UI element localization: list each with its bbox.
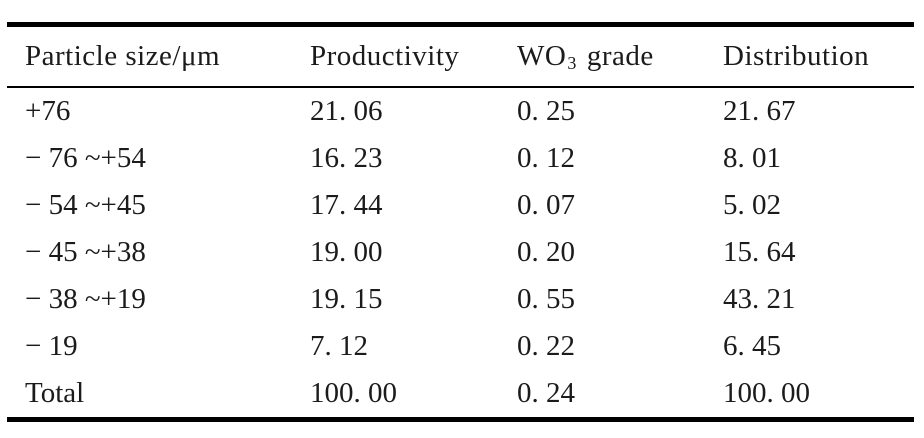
table-cell-size: − 38 ~+19 <box>25 283 146 315</box>
table-cell-productivity: 17. 44 <box>310 189 383 221</box>
table-cell-size: − 19 <box>25 330 78 362</box>
table-cell-distribution: 5. 02 <box>723 189 781 221</box>
table-cell-distribution: 43. 21 <box>723 283 796 315</box>
table-cell-size: − 45 ~+38 <box>25 236 146 268</box>
table-cell-grade: 0. 22 <box>517 330 575 362</box>
header-cell-productivity: Productivity <box>310 40 460 72</box>
table-cell-productivity: 16. 23 <box>310 142 383 174</box>
table-row: − 38 ~+19 19. 15 0. 55 43. 21 <box>7 276 914 323</box>
header-cell-particle-size: Particle size/μm <box>25 40 221 72</box>
wo3-base: WO <box>517 40 567 72</box>
wo3-grade-label: grade <box>586 40 654 72</box>
table-row: − 19 7. 12 0. 22 6. 45 <box>7 323 914 370</box>
header-cell-wo3-grade: WO3 grade <box>517 40 723 74</box>
table-cell-productivity: 7. 12 <box>310 330 368 362</box>
table-cell-grade: 0. 25 <box>517 95 575 127</box>
table-row: − 54 ~+45 17. 44 0. 07 5. 02 <box>7 182 914 229</box>
table-cell-grade: 0. 12 <box>517 142 575 174</box>
table-cell-distribution: 21. 67 <box>723 95 796 127</box>
table-cell-distribution: 100. 00 <box>723 377 810 409</box>
table-cell-grade: 0. 55 <box>517 283 575 315</box>
table-cell-grade: 0. 24 <box>517 377 575 409</box>
table-cell-productivity: 21. 06 <box>310 95 383 127</box>
table-cell-size: +76 <box>25 95 71 127</box>
data-table: Particle size/μm Productivity WO3 grade D… <box>7 22 914 422</box>
table-row: +76 21. 06 0. 25 21. 67 <box>7 88 914 135</box>
table-cell-grade: 0. 20 <box>517 236 575 268</box>
wo3-subscript: 3 <box>567 53 577 74</box>
table-cell-distribution: 15. 64 <box>723 236 796 268</box>
table-cell-size: Total <box>25 377 85 409</box>
table-cell-size: − 54 ~+45 <box>25 189 146 221</box>
table-cell-productivity: 19. 15 <box>310 283 383 315</box>
table-cell-distribution: 8. 01 <box>723 142 781 174</box>
table-row: − 76 ~+54 16. 23 0. 12 8. 01 <box>7 135 914 182</box>
table-row-total: Total 100. 00 0. 24 100. 00 <box>7 370 914 417</box>
table-cell-grade: 0. 07 <box>517 189 575 221</box>
table-cell-productivity: 100. 00 <box>310 377 397 409</box>
table-header-row: Particle size/μm Productivity WO3 grade D… <box>7 27 914 88</box>
table-cell-distribution: 6. 45 <box>723 330 781 362</box>
table-cell-size: − 76 ~+54 <box>25 142 146 174</box>
table-row: − 45 ~+38 19. 00 0. 20 15. 64 <box>7 229 914 276</box>
header-cell-distribution: Distribution <box>723 40 870 72</box>
table-cell-productivity: 19. 00 <box>310 236 383 268</box>
